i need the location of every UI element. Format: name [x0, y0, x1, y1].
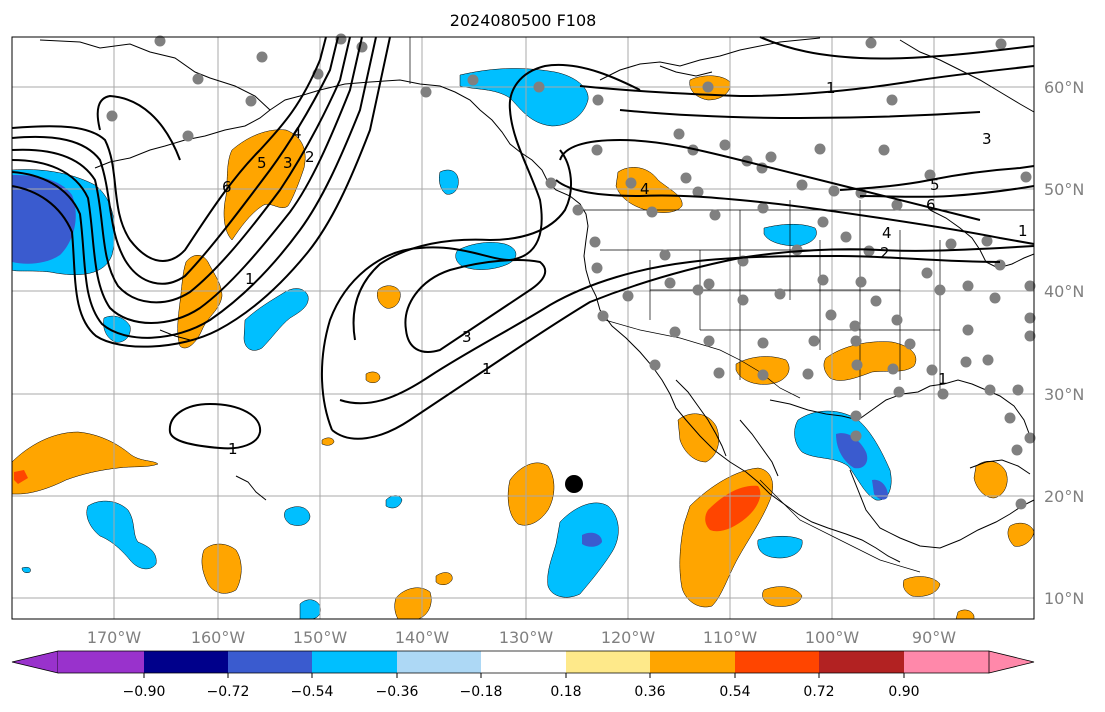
contour-label: 1 — [826, 79, 836, 97]
contour-label: 3 — [462, 328, 472, 346]
contour-label: 5 — [257, 154, 267, 172]
contour-label: 2 — [305, 148, 315, 166]
colorbar-outline — [58, 650, 989, 674]
lon-label: 130°W — [499, 628, 554, 647]
contour-label: 5 — [930, 176, 940, 194]
contour-label: 6 — [222, 178, 232, 196]
station-markers — [106, 33, 1036, 510]
contour-label: 3 — [982, 130, 992, 148]
colorbar-bin — [566, 651, 650, 673]
map-background — [12, 37, 1034, 619]
map-frame — [11, 36, 1035, 620]
contour-label: 1 — [245, 270, 255, 288]
contour-label: 4 — [640, 180, 650, 198]
colorbar-bin — [228, 651, 312, 673]
longitude-labels: 170°W 160°W 150°W 140°W 130°W 120°W 110°… — [87, 628, 956, 647]
colorbar-bin — [397, 651, 481, 673]
lat-label: 60°N — [1044, 78, 1084, 97]
contour-label: 1 — [482, 360, 492, 378]
lon-label: 90°W — [912, 628, 956, 647]
lat-label: 10°N — [1044, 589, 1084, 608]
lon-label: 110°W — [703, 628, 758, 647]
lon-label: 100°W — [805, 628, 860, 647]
colorbar-bin — [58, 651, 144, 673]
colorbar-extend-low — [11, 650, 59, 674]
colorbar-tick-label: 0.90 — [888, 684, 919, 700]
lat-label: 30°N — [1044, 385, 1084, 404]
colorbar-bin — [312, 651, 397, 673]
colorbar-tick-label: −0.36 — [376, 684, 419, 700]
positive-anomaly-regions — [11, 75, 1035, 620]
negative-anomaly-regions — [11, 68, 892, 620]
contour-labels: 1 2 3 4 5 6 1 3 1 1 4 1 3 5 6 4 2 1 — [222, 79, 1028, 458]
lon-label: 160°W — [191, 628, 246, 647]
figure-title: 2024080500 F108 — [450, 11, 597, 30]
location-marker — [565, 475, 583, 493]
colorbar-bin — [819, 651, 904, 673]
colorbar-tick-label: 0.18 — [550, 684, 581, 700]
colorbar-bin — [650, 651, 735, 673]
lon-label: 120°W — [601, 628, 656, 647]
colorbar-bin — [904, 651, 989, 673]
colorbar-bin — [144, 651, 228, 673]
colorbar-tick-label: −0.90 — [123, 684, 166, 700]
contour-label: 6 — [926, 196, 936, 214]
lat-label: 50°N — [1044, 180, 1084, 199]
contour-label: 1 — [1018, 222, 1028, 240]
contour-lines — [11, 36, 1035, 450]
latitude-labels: 60°N 50°N 40°N 30°N 20°N 10°N — [1044, 78, 1084, 608]
contour-label: 2 — [880, 244, 890, 262]
colorbar-tick-label: 0.72 — [803, 684, 834, 700]
colorbar: −0.90 −0.72 −0.54 −0.36 −0.18 0.18 0.36 … — [11, 650, 1035, 700]
lon-label: 170°W — [87, 628, 142, 647]
contour-label: 1 — [228, 440, 238, 458]
colorbar-tick-label: −0.72 — [207, 684, 250, 700]
lat-label: 20°N — [1044, 487, 1084, 506]
colorbar-bin — [735, 651, 819, 673]
colorbar-tick-label: −0.18 — [460, 684, 503, 700]
colorbar-bin — [481, 651, 566, 673]
colorbar-tick-label: −0.54 — [291, 684, 334, 700]
colorbar-tick-label: 0.36 — [634, 684, 665, 700]
contour-label: 3 — [283, 154, 293, 172]
lon-label: 150°W — [293, 628, 348, 647]
contour-label: 4 — [292, 124, 302, 142]
colorbar-tick-label: 0.54 — [719, 684, 750, 700]
lon-label: 140°W — [395, 628, 450, 647]
coastlines — [39, 37, 1035, 563]
map-panel: 1 2 3 4 5 6 1 3 1 1 4 1 3 5 6 4 2 1 — [11, 33, 1036, 620]
contour-label: 4 — [882, 224, 892, 242]
colorbar-extend-high — [988, 650, 1035, 674]
contour-label: 1 — [938, 370, 948, 388]
lat-label: 40°N — [1044, 282, 1084, 301]
